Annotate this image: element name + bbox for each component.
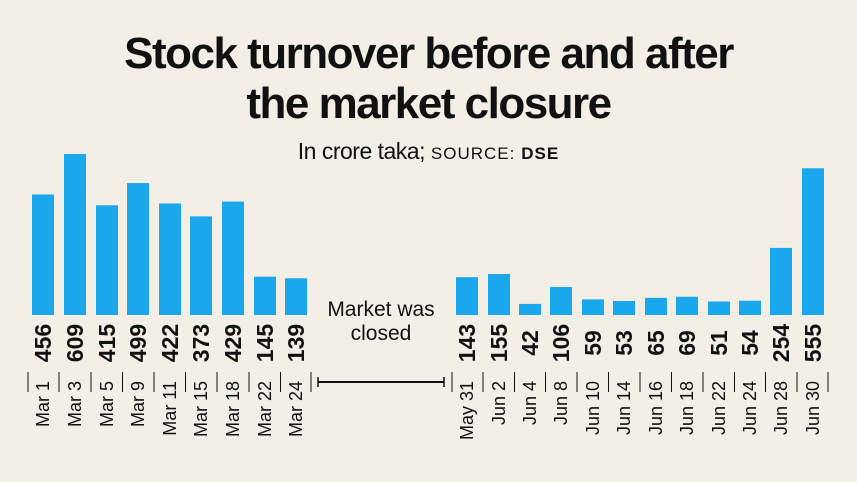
value-label-jun-14: 53	[611, 330, 637, 356]
bar-mar-18	[222, 201, 244, 315]
unit-label: In crore taka;	[297, 138, 426, 164]
bar-jun-24	[739, 300, 761, 315]
value-label-jun-2: 155	[486, 324, 512, 363]
category-label-jun-22: Jun 22	[709, 381, 729, 435]
value-label-jun-22: 51	[706, 330, 732, 356]
bar-mar-1	[32, 194, 54, 315]
value-label-mar-3: 609	[62, 324, 88, 362]
value-label-jun-8: 106	[548, 324, 574, 362]
bar-jun-2	[488, 274, 510, 315]
bar-jun-14	[613, 300, 635, 315]
bar-mar-3	[64, 154, 86, 315]
value-label-mar-18: 429	[220, 324, 246, 362]
category-label-mar-1: Mar 1	[33, 381, 53, 427]
bar-mar-5	[96, 205, 118, 315]
value-label-may-31: 143	[454, 324, 480, 362]
value-label-jun-30: 555	[800, 324, 826, 363]
value-label-jun-4: 42	[517, 330, 543, 356]
bar-mar-9	[127, 183, 149, 315]
source-name: DSE	[521, 144, 560, 163]
chart-title-line-1: Stock turnover before and after	[124, 29, 734, 78]
bar-jun-18	[676, 296, 698, 315]
value-label-jun-28: 254	[768, 324, 794, 363]
chart-subtitle: In crore taka; SOURCE: DSE	[0, 138, 857, 165]
value-label-mar-11: 422	[157, 324, 183, 362]
category-label-jun-24: Jun 24	[740, 381, 760, 435]
category-label-mar-3: Mar 3	[65, 381, 85, 427]
category-label-mar-11: Mar 11	[160, 381, 180, 436]
category-label-jun-8: Jun 8	[551, 381, 571, 425]
value-label-jun-16: 65	[643, 330, 669, 356]
value-label-mar-5: 415	[94, 324, 120, 363]
value-label-jun-18: 69	[674, 330, 700, 356]
category-label-jun-4: Jun 4	[520, 381, 540, 425]
category-label-mar-22: Mar 22	[255, 381, 275, 437]
closure-gap-marker	[317, 377, 445, 387]
category-label-mar-24: Mar 24	[286, 381, 306, 437]
bar-jun-4	[519, 303, 541, 315]
bar-jun-30	[802, 168, 824, 315]
bar-jun-28	[770, 247, 792, 315]
category-label-mar-15: Mar 15	[191, 381, 211, 437]
bar-mar-11	[159, 203, 181, 315]
value-label-mar-9: 499	[125, 324, 151, 362]
bar-jun-10	[582, 299, 604, 315]
value-label-jun-10: 59	[580, 330, 606, 356]
category-label-jun-18: Jun 18	[677, 381, 697, 435]
category-label-jun-30: Jun 30	[803, 381, 823, 435]
closure-note-line-1: Market was	[327, 298, 434, 321]
value-label-mar-1: 456	[30, 324, 56, 362]
bar-jun-8	[550, 286, 572, 315]
category-label-may-31: May 31	[457, 381, 477, 440]
bar-mar-15	[190, 216, 212, 315]
source-label: SOURCE:	[430, 144, 516, 163]
value-label-mar-15: 373	[188, 324, 214, 362]
category-label-jun-14: Jun 14	[614, 381, 634, 435]
bar-mar-24	[285, 278, 307, 315]
closure-note-line-2: closed	[351, 322, 412, 345]
category-label-jun-28: Jun 28	[771, 381, 791, 435]
category-label-mar-18: Mar 18	[223, 381, 243, 437]
bar-jun-22	[708, 301, 730, 315]
category-label-jun-16: Jun 16	[646, 381, 666, 435]
chart-title-line-2: the market closure	[246, 79, 612, 128]
bar-mar-22	[254, 276, 276, 315]
bar-jun-16	[645, 297, 667, 315]
value-label-jun-24: 54	[737, 330, 763, 356]
category-label-jun-10: Jun 10	[583, 381, 603, 435]
bar-may-31	[456, 277, 478, 315]
category-label-mar-5: Mar 5	[97, 381, 117, 427]
category-label-jun-2: Jun 2	[489, 381, 509, 425]
category-label-mar-9: Mar 9	[128, 381, 148, 427]
value-label-mar-22: 145	[252, 324, 278, 363]
value-label-mar-24: 139	[283, 324, 309, 362]
